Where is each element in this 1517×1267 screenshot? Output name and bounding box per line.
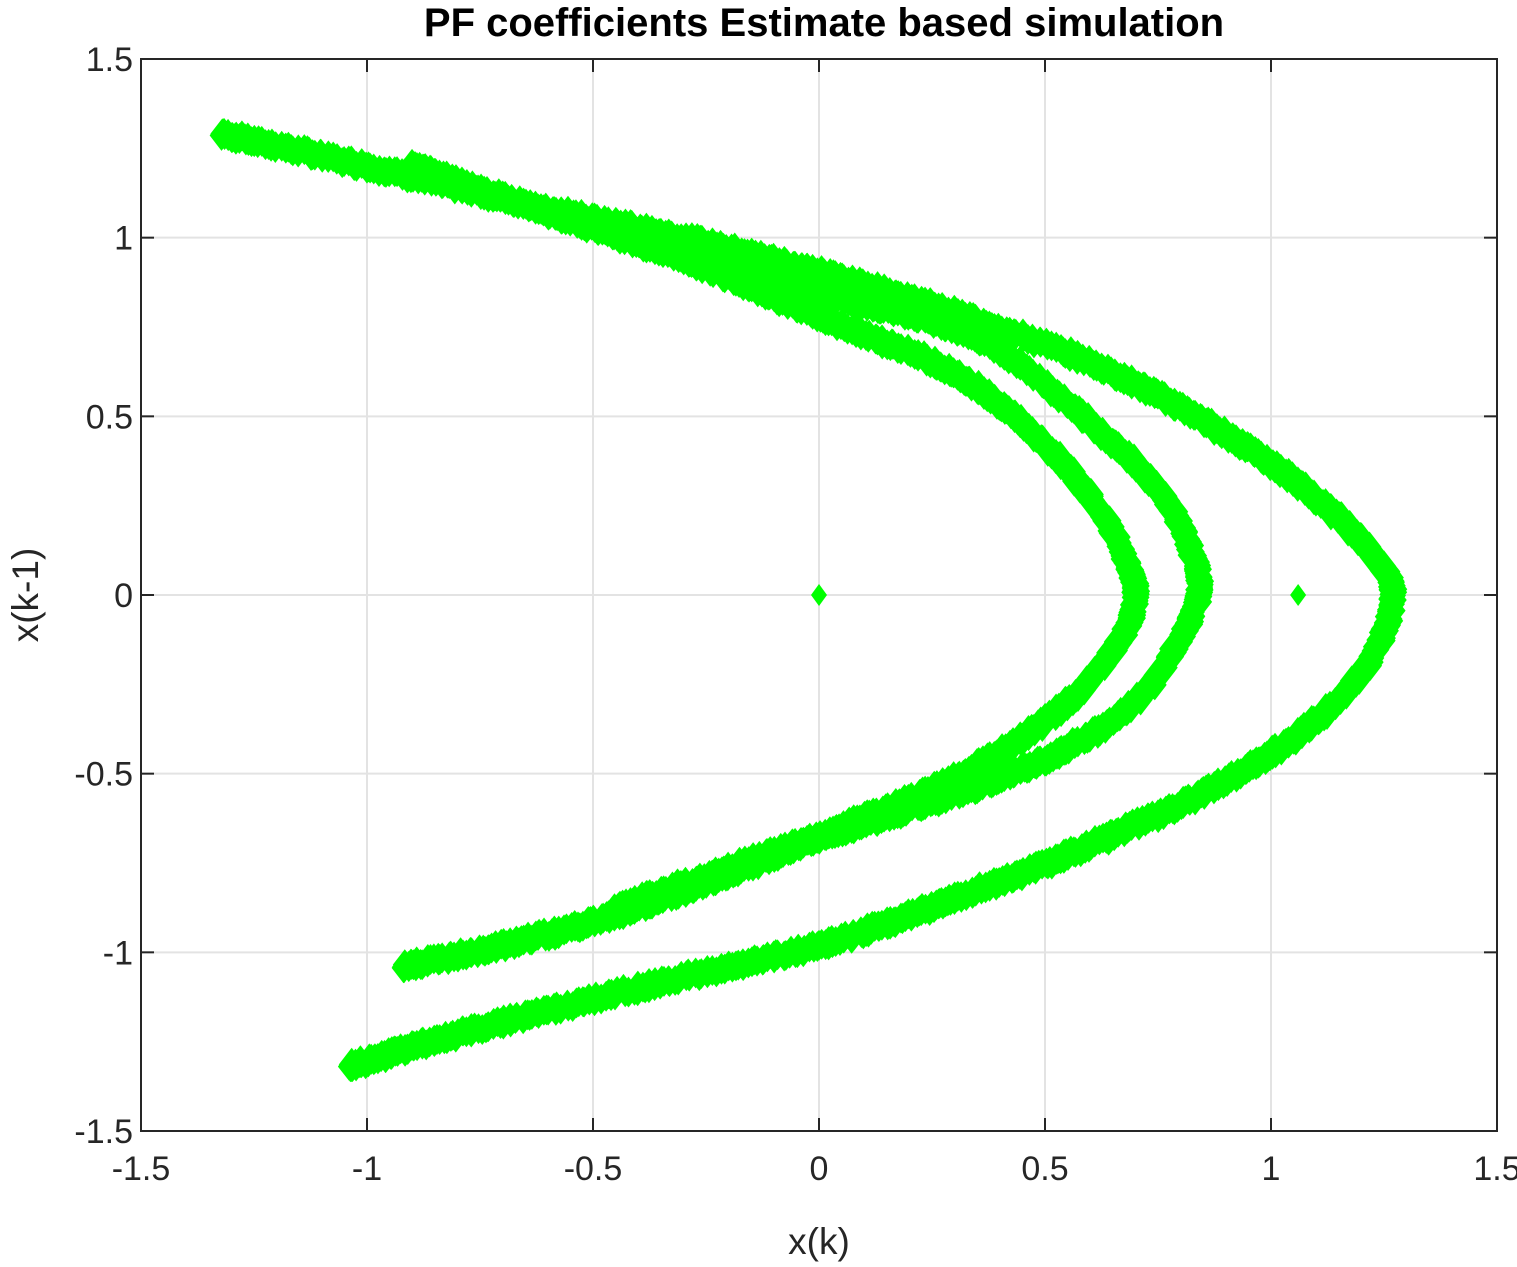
y-tick-label: -0.5 (74, 756, 133, 794)
x-tick-label: -1 (352, 1150, 382, 1188)
chart-title: PF coefficients Estimate based simulatio… (424, 1, 1224, 45)
band-endpoint-marker (337, 1052, 360, 1081)
band-endpoint-marker (401, 152, 424, 181)
y-tick-label: 1.5 (86, 41, 133, 79)
x-tick-label: 1 (1262, 1150, 1281, 1188)
y-tick-label: 1 (114, 220, 133, 258)
y-tick-label: -1 (103, 934, 133, 972)
data-points (209, 117, 1408, 1083)
x-tick-label: 1.5 (1473, 1150, 1517, 1188)
y-tick-label: -1.5 (74, 1113, 133, 1151)
y-axis-label: x(k-1) (5, 548, 46, 643)
fixed-point-marker (811, 584, 827, 606)
x-tick-label: 0.5 (1021, 1150, 1068, 1188)
attractor-markers (391, 148, 1151, 984)
band-endpoint-marker (211, 120, 234, 149)
y-tick-label: 0 (114, 577, 133, 615)
x-tick-label: -1.5 (112, 1150, 171, 1188)
band-endpoint-marker (392, 952, 415, 981)
ticks: -1.5 -1 -0.5 0 0.5 1 1.5 -1.5 -1 -0.5 0 0.5 1 1.5 (74, 41, 1517, 1188)
fixed-point-marker (1290, 584, 1307, 606)
x-tick-label: -0.5 (564, 1150, 623, 1188)
x-tick-label: 0 (810, 1150, 829, 1188)
y-tick-label: 0.5 (86, 398, 133, 436)
attractor-band (391, 148, 1151, 984)
x-axis-label: x(k) (788, 1221, 850, 1262)
